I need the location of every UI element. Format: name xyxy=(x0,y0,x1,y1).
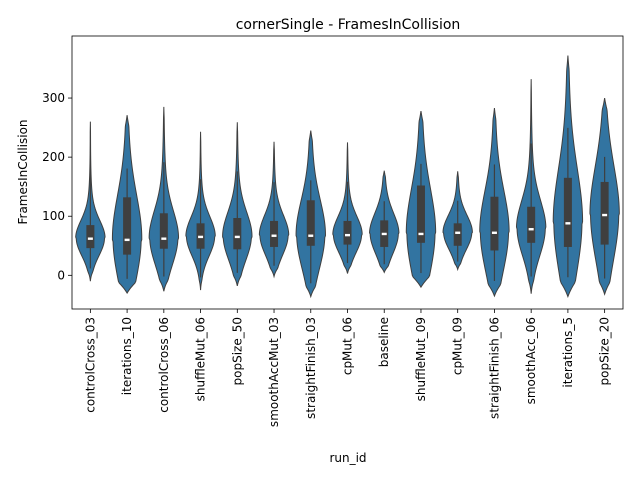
violins-group xyxy=(75,55,620,299)
violin-median xyxy=(565,222,571,225)
x-tick-label: popSize_20 xyxy=(598,317,612,385)
violin-iqr-box xyxy=(233,218,242,250)
violin-median xyxy=(418,232,424,236)
violin-iqr-box xyxy=(416,185,425,243)
violin-median xyxy=(381,232,387,236)
axes-group: 0 100 200 300 controlCross_03 iterations_10 co… xyxy=(42,91,612,427)
x-axis-label: run_id xyxy=(329,451,366,465)
x-tick-label: iterations_10 xyxy=(120,317,134,395)
violin-median xyxy=(345,233,350,237)
y-tick-label: 100 xyxy=(42,209,65,223)
violin-iqr-box xyxy=(527,206,536,243)
plot-frame xyxy=(71,35,624,310)
x-tick-label: iterations_5 xyxy=(561,317,575,388)
y-axis-label: FramesInCollision xyxy=(16,119,30,224)
violin-iqr-box xyxy=(600,181,609,245)
violin-median xyxy=(308,234,314,237)
violin-median xyxy=(124,238,130,242)
violin-iqr-box xyxy=(306,200,315,246)
x-tick-label: straightFinish_06 xyxy=(487,317,501,419)
violin-median xyxy=(455,231,461,234)
violin-iqr-box xyxy=(343,220,352,245)
x-tick-label: shuffleMut_06 xyxy=(194,317,208,401)
y-tick-label: 300 xyxy=(42,91,65,105)
violin-iqr-box xyxy=(270,220,279,247)
x-tick-label: baseline xyxy=(377,317,391,367)
x-tick-label: smoothAccMut_03 xyxy=(267,317,281,427)
y-tick-label: 0 xyxy=(57,268,65,282)
violin-iqr-box xyxy=(123,197,132,255)
violin-median xyxy=(602,213,608,217)
violin-iqr-box xyxy=(490,196,499,251)
violin-iqr-box xyxy=(159,213,168,249)
violin-median xyxy=(87,237,93,240)
x-tick-label: straightFinish_03 xyxy=(304,317,318,419)
violin-median xyxy=(234,235,240,239)
violin-median xyxy=(491,231,497,234)
violin-median xyxy=(271,234,277,237)
violin-median xyxy=(198,235,204,239)
x-tick-label: shuffleMut_09 xyxy=(414,317,428,401)
violin-iqr-box xyxy=(453,223,462,246)
violin-median xyxy=(161,237,167,240)
x-tick-label: cpMut_09 xyxy=(451,317,465,375)
x-tick-label: popSize_50 xyxy=(230,317,244,385)
x-tick-label: controlCross_03 xyxy=(83,317,97,413)
x-tick-label: smoothAcc_06 xyxy=(524,317,538,404)
violin-iqr-box xyxy=(86,225,95,249)
x-tick-label: cpMut_06 xyxy=(341,317,355,375)
chart-title: cornerSingle - FramesInCollision xyxy=(236,17,461,33)
x-tick-label: controlCross_06 xyxy=(157,317,171,413)
y-tick-label: 200 xyxy=(42,150,65,164)
violin-iqr-box xyxy=(563,177,572,247)
violin-median xyxy=(528,228,534,231)
